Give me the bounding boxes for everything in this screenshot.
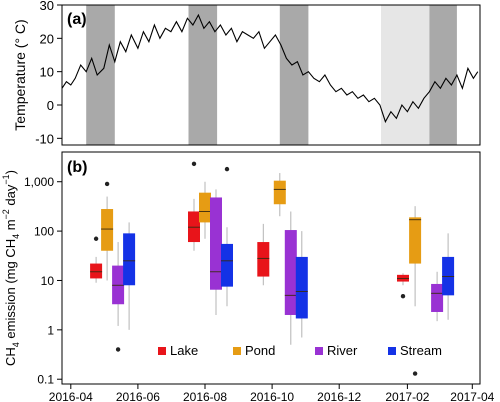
boxplot-stream (442, 233, 455, 320)
panel-a: -10 0 10 20 30 (a) Temperature (° C) (12, 0, 481, 146)
box-iqr (273, 180, 286, 205)
box-iqr (101, 209, 114, 251)
legend-swatch-river (315, 347, 323, 355)
boxplot-lake (188, 161, 200, 251)
box-iqr (123, 233, 136, 286)
temperature-series-line (61, 13, 479, 124)
x-tick-label: 2016-10 (250, 390, 294, 402)
y-tick-label: 20 (40, 31, 54, 46)
boxplot-river (284, 211, 297, 345)
box-iqr (284, 230, 297, 315)
outlier-point (93, 236, 99, 241)
y-tick-label: 0 (47, 98, 54, 113)
outlier-point (115, 347, 121, 352)
boxplot-lake (257, 223, 270, 286)
shaded-periods (86, 5, 457, 145)
y-tick-label: 1,000 (24, 175, 54, 189)
boxplot-stream (221, 166, 233, 307)
sampling-period-shade (429, 5, 457, 145)
boxplot-pond (409, 206, 422, 376)
x-tick-label: 2016-08 (183, 390, 227, 402)
outlier-point (400, 294, 406, 299)
boxplot-pond (101, 181, 114, 281)
panel-b-frame (61, 151, 481, 385)
outlier-point (412, 371, 418, 376)
boxplot-stream (123, 222, 136, 330)
legend-swatch-stream (388, 347, 396, 355)
y-tick-label: -10 (35, 131, 54, 146)
sampling-period-shade (86, 5, 115, 145)
y-tick-label: 100 (34, 225, 54, 239)
y-tick-label: 0.1 (37, 373, 54, 387)
x-tick-label: 2016-06 (116, 390, 160, 402)
x-tick-label: 2016-04 (49, 390, 93, 402)
box-iqr (257, 242, 270, 277)
outlier-point (104, 181, 110, 187)
box-iqr (90, 263, 103, 279)
y-tick-label: 10 (40, 65, 54, 80)
box-iqr (210, 197, 222, 290)
panel-a-frame (61, 4, 481, 146)
x-tick-label: 2017-04 (450, 390, 494, 402)
boxplot-river (112, 242, 125, 352)
legend-label-stream: Stream (400, 343, 442, 358)
boxplot-lake (397, 273, 409, 299)
boxplot-stream (295, 231, 308, 338)
legend-label-lake: Lake (170, 343, 198, 358)
legend-label-pond: Pond (245, 343, 275, 358)
panel-b-label: (b) (67, 159, 87, 176)
box-iqr (221, 243, 233, 287)
panel-b-x-axis: 2016-04 2016-06 2016-08 2016-10 2016-12 2017-… (49, 384, 495, 402)
x-tick-label: 2016-12 (317, 390, 361, 402)
sampling-period-shade (188, 5, 218, 145)
outlier-point (191, 161, 197, 167)
panel-b-ylabel: CH4 emission (mg CH4 m−2 day−1) (1, 170, 21, 366)
legend-swatch-pond (233, 347, 241, 355)
box-iqr (431, 283, 444, 312)
box-iqr (409, 217, 422, 264)
y-tick-label: 10 (41, 274, 55, 288)
temperature-line (61, 13, 479, 124)
box-iqr (295, 256, 308, 319)
sampling-period-shade (279, 5, 309, 145)
y-tick-label: 1 (47, 323, 54, 337)
box-iqr (199, 192, 211, 223)
outlier-point (224, 166, 230, 172)
boxplots (90, 161, 455, 376)
x-tick-label: 2017-02 (385, 390, 429, 402)
legend-swatch-lake (158, 347, 166, 355)
panel-a-label: (a) (67, 11, 87, 28)
boxplot-pond (273, 173, 286, 217)
legend-label-river: River (327, 343, 358, 358)
boxplot-pond (199, 181, 211, 239)
boxplot-lake (90, 236, 103, 283)
y-tick-label: 30 (40, 0, 54, 13)
panel-a-ylabel: Temperature (° C) (12, 19, 28, 130)
boxplot-river (210, 189, 222, 315)
panel-b-y-axis: 0.1 1 10 100 1,000 (24, 175, 62, 387)
winter-period-shade (381, 5, 430, 145)
panel-a-y-axis: -10 0 10 20 30 (35, 0, 62, 146)
legend: Lake Pond River Stream (158, 343, 442, 358)
boxplot-river (431, 271, 444, 322)
